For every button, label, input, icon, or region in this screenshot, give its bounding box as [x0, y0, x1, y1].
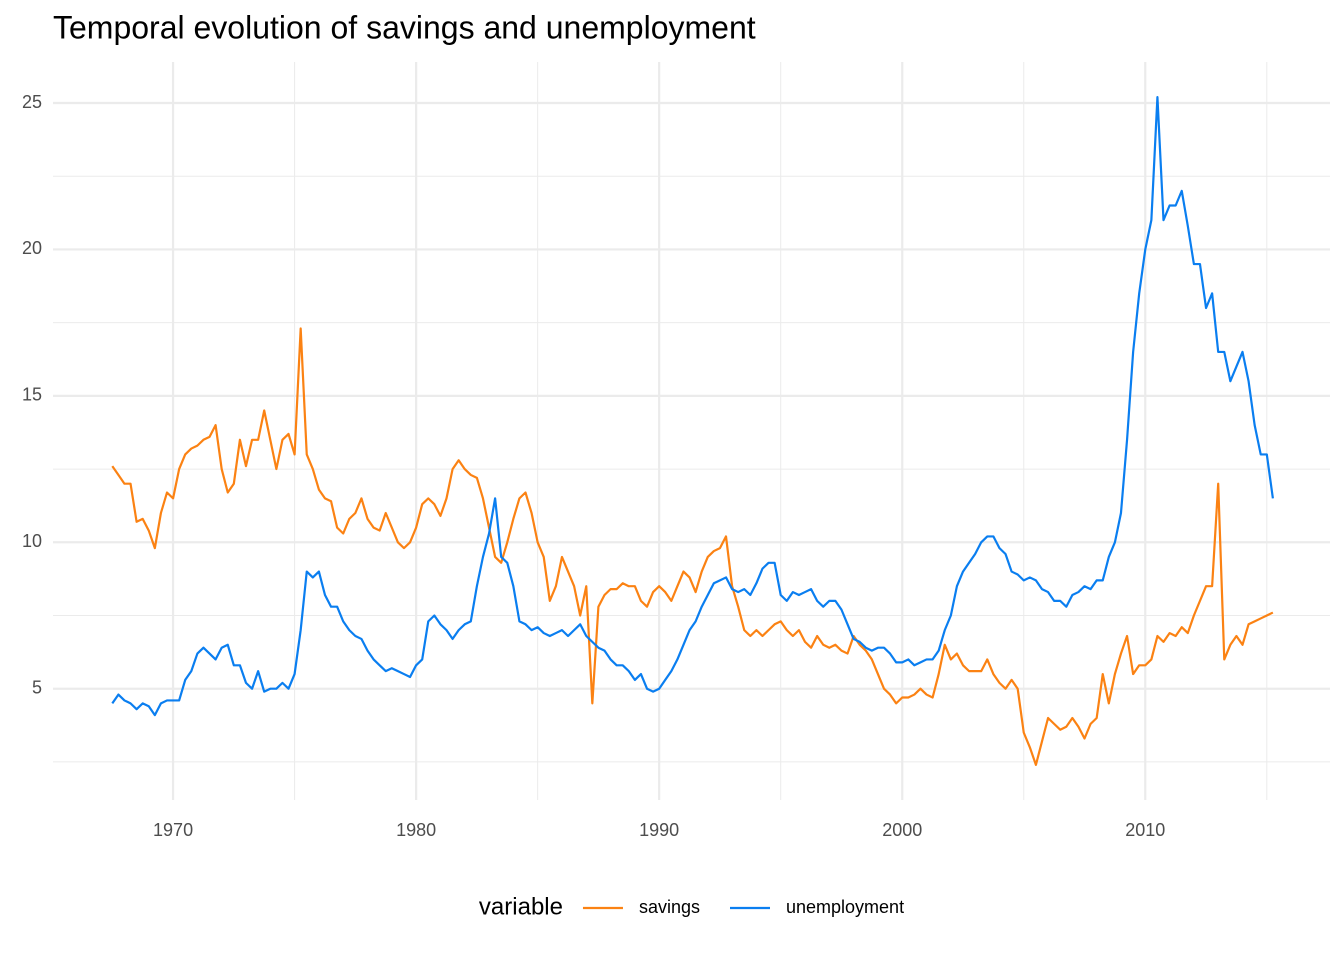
x-tick-label: 2010 [1125, 820, 1165, 840]
grid [53, 62, 1330, 800]
x-tick-label: 1990 [639, 820, 679, 840]
y-tick-label: 20 [22, 238, 42, 258]
x-tick-label: 1980 [396, 820, 436, 840]
series-line [111, 96, 1274, 717]
legend-label: savings [639, 897, 700, 917]
chart-title: Temporal evolution of savings and unempl… [53, 9, 756, 45]
x-tick-label: 2000 [882, 820, 922, 840]
y-tick-label: 5 [32, 677, 42, 697]
legend-title: variable [479, 893, 563, 920]
y-tick-label: 15 [22, 385, 42, 405]
series-line [111, 327, 1274, 766]
legend: variable savings unemployment [479, 893, 904, 920]
y-tick-label: 10 [22, 531, 42, 551]
y-tick-label: 25 [22, 92, 42, 112]
x-tick-label: 1970 [153, 820, 193, 840]
legend-label: unemployment [786, 897, 904, 917]
